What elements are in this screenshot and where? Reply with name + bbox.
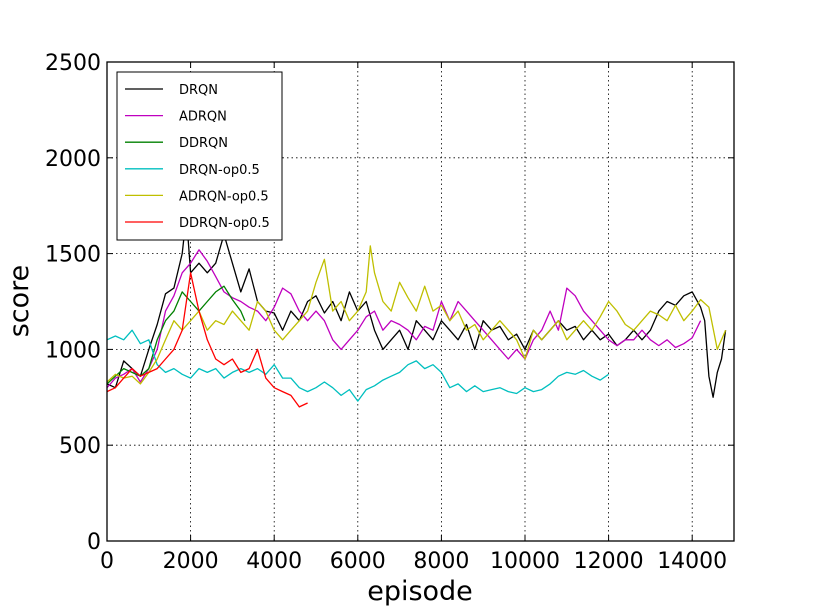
series-lines: [106, 214, 727, 408]
x-tick-label: 6000: [330, 549, 386, 574]
legend-label: DRQN: [179, 83, 218, 98]
series-line-drqn: [106, 214, 727, 398]
x-tick-label: 2000: [163, 549, 219, 574]
y-tick-label: 0: [87, 530, 101, 555]
axis-ticks: 0 2000 4000 6000 8000 10000 12000 14000 0 500 1000…: [45, 51, 734, 574]
y-tick-label: 2000: [45, 147, 101, 172]
y-tick-label: 500: [59, 434, 101, 459]
legend-label: ADRQN: [179, 110, 227, 125]
series-line-adrqn-op0-5: [106, 245, 727, 385]
plot-frame: [106, 61, 735, 542]
x-tick-label: 12000: [574, 549, 644, 574]
x-tick-label: 14000: [657, 549, 727, 574]
legend-label: ADRQN-op0.5: [179, 189, 269, 204]
series-line-adrqn: [106, 249, 702, 389]
legend-box: [116, 71, 283, 241]
x-tick-label: 4000: [246, 549, 302, 574]
y-tick-label: 2500: [45, 51, 101, 76]
y-tick-label: 1500: [45, 243, 101, 268]
x-tick-label: 0: [100, 549, 114, 574]
legend-label: DDRQN-op0.5: [179, 216, 270, 231]
series-line-drqn-op0-5: [106, 329, 609, 402]
x-axis-label: episode: [367, 576, 473, 607]
x-tick-label: 8000: [413, 549, 469, 574]
legend-label: DRQN-op0.5: [179, 163, 260, 178]
x-tick-label: 10000: [490, 549, 560, 574]
series-line-ddrqn-op0-5: [106, 272, 308, 408]
series-line-ddrqn: [106, 285, 246, 385]
legend: DRQN ADRQN DDRQN DRQN-op0.5 ADRQN-op0.5 DDRQN…: [116, 71, 283, 241]
y-axis-label: score: [4, 265, 35, 338]
legend-label: DDRQN: [179, 136, 228, 151]
y-tick-label: 1000: [45, 338, 101, 363]
